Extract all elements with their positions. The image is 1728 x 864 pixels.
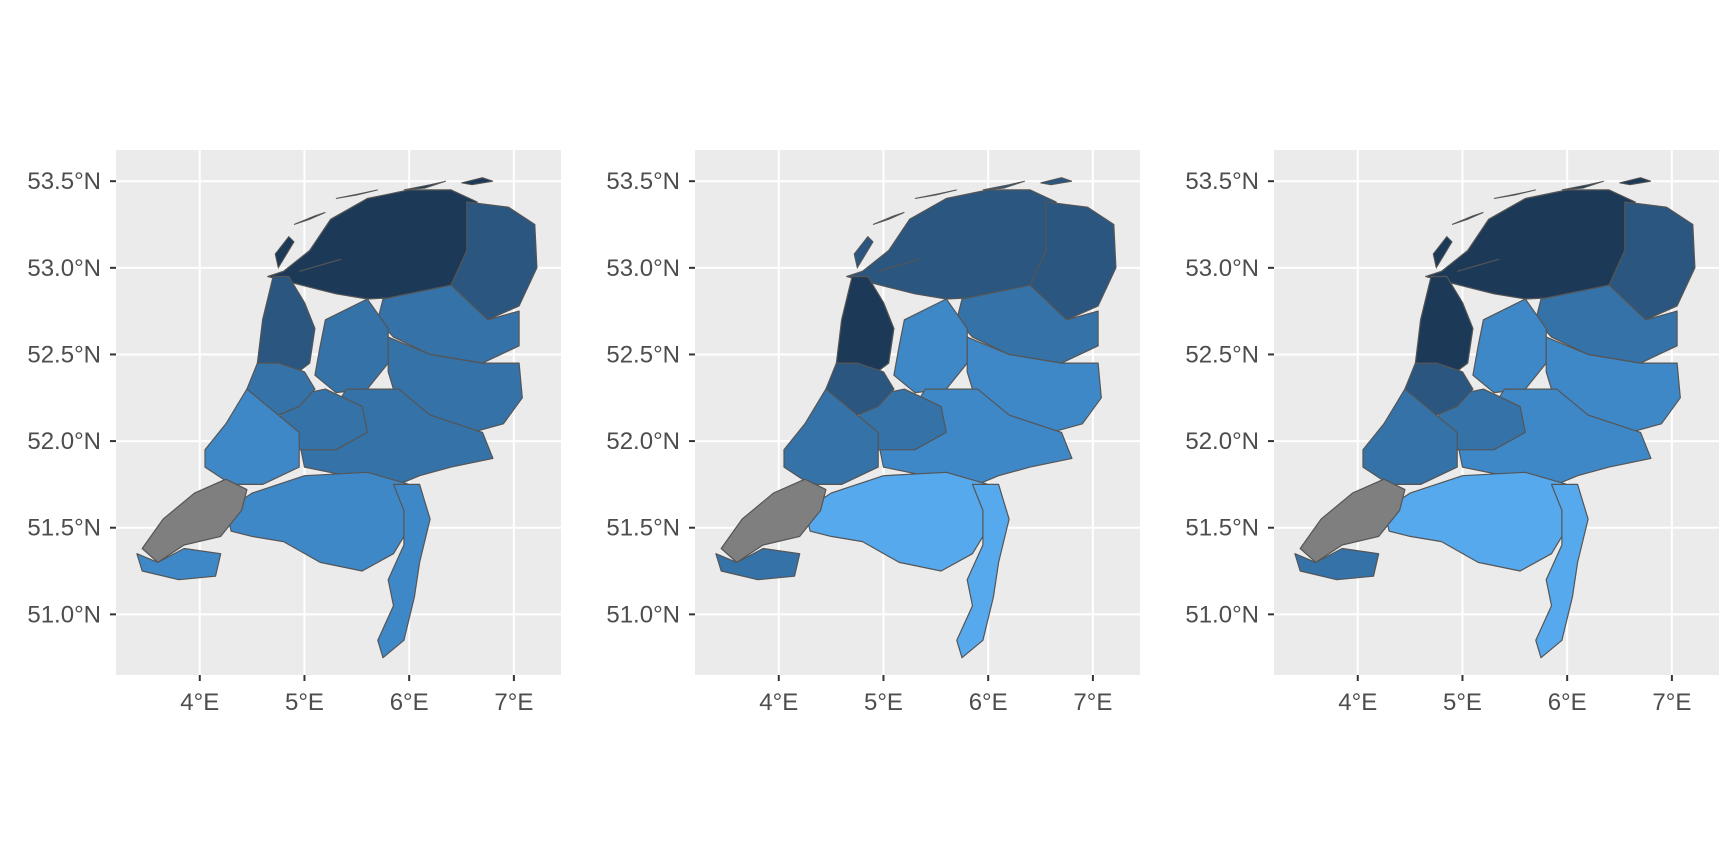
region-limburg — [377, 483, 431, 659]
wadden-island — [853, 235, 874, 270]
lat-tick-label: 51.0°N — [606, 601, 680, 628]
wadden-island — [1040, 177, 1073, 186]
lon-tick-label: 5°E — [1443, 689, 1482, 716]
lon-tick-label: 7°E — [494, 689, 533, 716]
lat-tick-label: 51.5°N — [606, 515, 680, 542]
region-north — [267, 189, 478, 300]
lat-tick-label: 52.5°N — [27, 341, 101, 368]
region-brabant — [1383, 471, 1574, 572]
lat-tick-label: 51.0°N — [1185, 601, 1259, 628]
wadden-island — [914, 189, 957, 199]
wadden-island — [1432, 235, 1453, 270]
wadden-island — [403, 180, 446, 191]
region-north — [846, 189, 1057, 300]
map-panel-1: 4°E 5°E 6°E 7°E 51.0°N 51.5°N 52.0°N 52.5°N 53.0… — [27, 150, 561, 716]
wadden-island — [335, 189, 378, 199]
lat-tick-label: 53.0°N — [606, 255, 680, 282]
wadden-island — [872, 211, 905, 225]
lon-tick-label: 5°E — [864, 689, 903, 716]
wadden-island — [1451, 211, 1484, 225]
panels-root: 4°E 5°E 6°E 7°E 51.0°N 51.5°N 52.0°N 52.5°N 53.0… — [27, 150, 1719, 716]
region-limburg — [1535, 483, 1589, 659]
region-groningen — [1029, 201, 1117, 321]
lat-tick-label: 52.0°N — [1185, 428, 1259, 455]
region-southholland — [783, 388, 879, 485]
afsluitdijk-line — [1457, 258, 1500, 272]
lat-tick-label: 52.0°N — [606, 428, 680, 455]
wadden-island — [1619, 177, 1652, 186]
lon-tick-label: 4°E — [759, 689, 798, 716]
lat-tick-label: 51.5°N — [27, 515, 101, 542]
wadden-island — [293, 211, 326, 225]
lat-tick-label: 52.0°N — [27, 428, 101, 455]
lat-tick-label: 51.5°N — [1185, 515, 1259, 542]
lat-tick-label: 53.5°N — [606, 168, 680, 195]
region-north — [1425, 189, 1636, 300]
lon-tick-label: 4°E — [1338, 689, 1377, 716]
lon-tick-label: 6°E — [390, 689, 429, 716]
afsluitdijk-line — [299, 258, 342, 272]
lon-tick-label: 6°E — [969, 689, 1008, 716]
lat-tick-label: 53.5°N — [27, 168, 101, 195]
wadden-island — [1493, 189, 1536, 199]
region-brabant — [225, 471, 415, 572]
region-zeeland_west — [1294, 547, 1380, 581]
region-zeeland_west — [715, 547, 801, 581]
region-brabant — [804, 471, 995, 572]
lon-tick-label: 4°E — [180, 689, 219, 716]
lon-tick-label: 7°E — [1652, 689, 1691, 716]
lon-tick-label: 5°E — [285, 689, 324, 716]
region-limburg — [956, 483, 1010, 659]
region-southholland — [204, 388, 300, 485]
lat-tick-label: 53.0°N — [27, 255, 101, 282]
region-southholland — [1362, 388, 1458, 485]
region-groningen — [1608, 201, 1696, 321]
lon-tick-label: 6°E — [1548, 689, 1587, 716]
region-zeeland — [141, 478, 248, 564]
afsluitdijk-line — [878, 258, 921, 272]
wadden-island — [461, 177, 494, 186]
lat-tick-label: 51.0°N — [27, 601, 101, 628]
region-zeeland — [720, 478, 827, 564]
map-panel-2: 4°E 5°E 6°E 7°E 51.0°N 51.5°N 52.0°N 52.5°N 53.0… — [606, 150, 1140, 716]
lat-tick-label: 53.5°N — [1185, 168, 1259, 195]
wadden-island — [274, 235, 295, 270]
wadden-island — [1561, 180, 1604, 191]
region-groningen — [450, 201, 538, 321]
wadden-island — [982, 180, 1025, 191]
lat-tick-label: 52.5°N — [606, 341, 680, 368]
region-zeeland_west — [136, 547, 222, 581]
lat-tick-label: 52.5°N — [1185, 341, 1259, 368]
region-zeeland — [1299, 478, 1406, 564]
lat-tick-label: 53.0°N — [1185, 255, 1259, 282]
lon-tick-label: 7°E — [1073, 689, 1112, 716]
map-panel-3: 4°E 5°E 6°E 7°E 51.0°N 51.5°N 52.0°N 52.5°N 53.0… — [1185, 150, 1719, 716]
